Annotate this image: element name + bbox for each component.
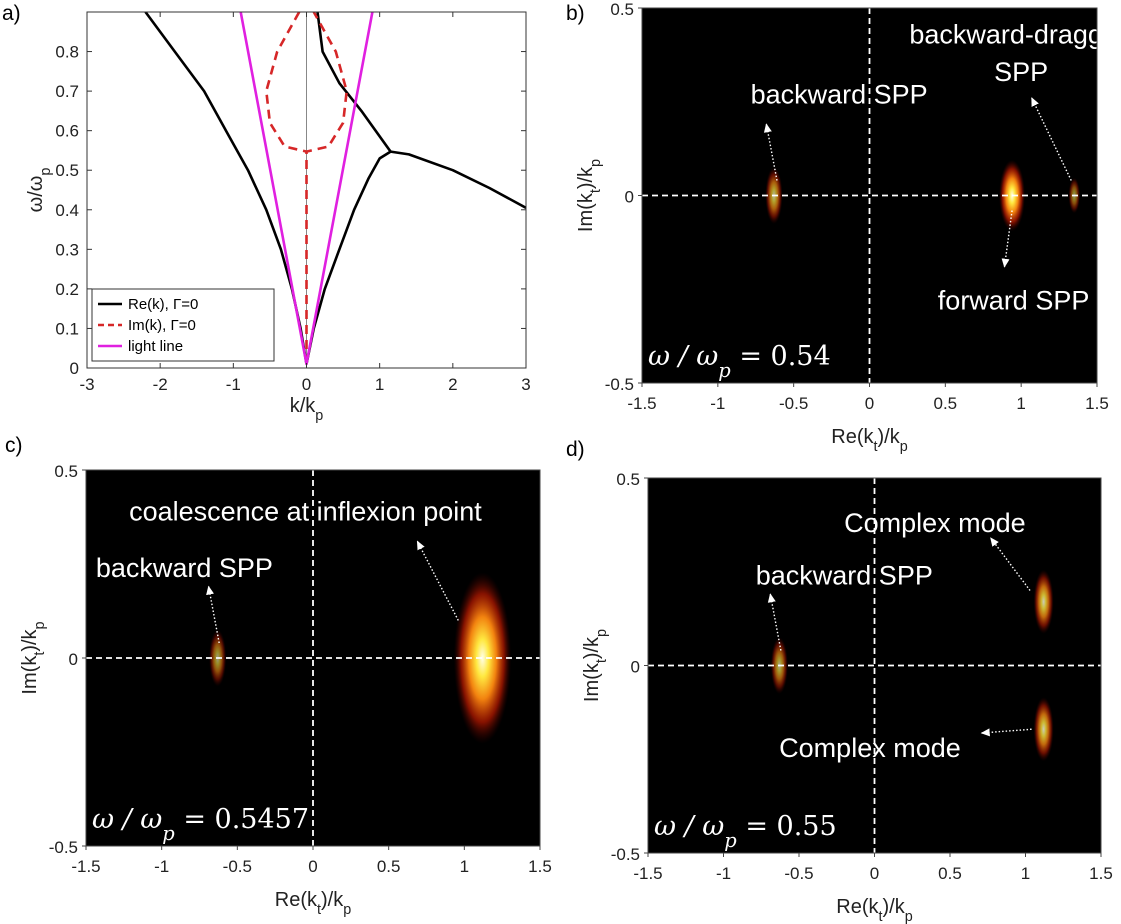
panel-a-xtick-label: 2 [448, 375, 457, 394]
panel-b-annotation-arrow-2 [1001, 210, 1013, 268]
panel-d-xtick-label: 1.5 [1089, 864, 1113, 883]
panel-a-xtick-label: 1 [375, 375, 384, 394]
panel-a-ylabel: ω/ωp [25, 168, 54, 213]
panel-c-annotation-arrow-0 [206, 585, 220, 644]
panel-d-mode-spot-1 [1033, 569, 1054, 634]
panel-b-frequency-label: ω / ωp = 0.54 [648, 341, 831, 382]
panel-b-xtick-label: -0.5 [779, 394, 808, 413]
panel-a-ytick-label: 0 [70, 359, 79, 378]
panel-c-xtick-label: 0.5 [377, 857, 401, 876]
panel-label-d: d) [566, 438, 585, 461]
panel-a-xtick-label: 3 [521, 375, 530, 394]
panel-d-xtick-label: -0.5 [784, 864, 813, 883]
panel-b-ylabel: Im(kt)/kp [575, 159, 604, 232]
panel-d-ylabel: Im(kt)/kp [581, 629, 610, 702]
panel-d-annotation-arrow-1 [990, 537, 1031, 591]
panel-c-frequency-label: ω / ωp = 0.5457 [92, 804, 309, 845]
panel-c-xtick-label: -1 [154, 857, 169, 876]
panel-d-ytick-label: 0 [631, 658, 640, 677]
panel-b-xtick-label: 0.5 [934, 394, 958, 413]
panel-b-ytick-label: 0.5 [610, 0, 634, 19]
panel-d-annotation-arrow-2 [980, 728, 1032, 737]
panel-b-annotation-2: SPP [994, 57, 1048, 87]
panel-a-legend-label-0: Re(k), Γ=0 [128, 296, 198, 313]
panel-c-ytick-label: 0 [69, 650, 78, 669]
panel-a-series-0-segment-1 [305, 150, 526, 365]
panel-b-xtick-label: -1.5 [627, 394, 656, 413]
panel-b-ytick-label: -0.5 [605, 375, 634, 394]
panel-a-xtick-label: -3 [79, 375, 94, 394]
panel-d-xtick-label: -1 [716, 864, 731, 883]
panel-b-annotation-3: forward SPP [938, 286, 1090, 316]
panel-c-xtick-label: -1.5 [71, 857, 100, 876]
panel-label-b: b) [566, 2, 585, 25]
panel-d-annotation-0: Complex mode [844, 508, 1026, 538]
panel-c-xlabel: Re(kt)/kp [275, 889, 351, 918]
panel-c-ytick-label: 0.5 [54, 462, 78, 481]
panel-d-xtick-label: 1 [1021, 864, 1030, 883]
panel-d-annotation-2: Complex mode [779, 733, 961, 763]
panel-b-ytick-label: 0 [625, 188, 634, 207]
panel-label-c: c) [5, 434, 23, 457]
panel-d-ytick-label: 0.5 [616, 470, 640, 489]
panel-a-ytick-label: 0.8 [55, 43, 79, 62]
panel-d-xlabel: Re(kt)/kp [836, 896, 912, 924]
panel-d-xtick-label: 0 [870, 864, 879, 883]
panel-c-xtick-label: 1 [460, 857, 469, 876]
panel-d-annotation-arrow-0 [767, 593, 782, 651]
panel-c-ylabel: Im(kt)/kp [19, 621, 48, 694]
panel-a-legend-label-1: Im(k), Γ=0 [128, 317, 196, 334]
panel-a-xtick-label: -1 [226, 375, 241, 394]
panel-c-annotation-1: backward SPP [96, 553, 273, 583]
panel-b-xtick-label: -1 [710, 394, 725, 413]
panel-b-xtick-label: 1.5 [1085, 394, 1109, 413]
panel-d-frequency-label: ω / ωp = 0.55 [654, 811, 837, 852]
panel-b-xtick-label: 0 [865, 394, 874, 413]
panel-a-ytick-label: 0.5 [55, 161, 79, 180]
panel-a-xtick-label: -2 [153, 375, 168, 394]
panel-b-annotation-1: backward-dragged [909, 19, 1121, 49]
panel-c-xtick-label: 0 [308, 857, 317, 876]
panel-a-ytick-label: 0.6 [55, 122, 79, 141]
panel-a-xtick-label: 0 [302, 375, 311, 394]
panel-a-xlabel: k/kp [290, 395, 324, 424]
panel-a-legend-label-2: light line [128, 338, 183, 355]
panel-d-ytick-label: -0.5 [611, 845, 640, 864]
panel-label-a: a) [2, 2, 21, 25]
panel-c-annotation-arrow-1 [416, 540, 459, 621]
panel-c-ytick-label: -0.5 [49, 838, 78, 857]
panel-b-xlabel: Re(kt)/kp [831, 426, 907, 455]
panel-d-mode-spot-2 [1033, 697, 1054, 762]
panel-a-ytick-label: 0.2 [55, 280, 79, 299]
panel-d-xtick-label: 0.5 [938, 864, 962, 883]
panel-a-ytick-label: 0.4 [55, 201, 79, 220]
panel-c-xtick-label: -0.5 [223, 857, 252, 876]
panel-c-xtick-label: 1.5 [528, 857, 552, 876]
panel-a-ytick-label: 0.7 [55, 82, 79, 101]
panel-b-annotation-arrow-1 [1031, 97, 1072, 181]
panel-a-ytick-label: 0.3 [55, 240, 79, 259]
panel-b-annotation-arrow-0 [763, 123, 778, 181]
panel-c-annotation-0: coalescence at inflexion point [129, 496, 482, 526]
panel-c-mode-spot-1 [453, 572, 512, 744]
panel-b-xtick-label: 1 [1016, 394, 1025, 413]
panel-b-annotation-0: backward SPP [751, 79, 928, 109]
panel-a-ytick-label: 0.1 [55, 319, 79, 338]
panel-a-series-1-segment-1 [265, 12, 348, 153]
panel-d-annotation-1: backward SPP [756, 561, 933, 591]
panel-a-legend-box [91, 288, 275, 362]
panel-d-xtick-label: -1.5 [633, 864, 662, 883]
panel-a-series-group [144, 12, 526, 366]
panel-a-series-0-segment-2 [316, 12, 392, 153]
